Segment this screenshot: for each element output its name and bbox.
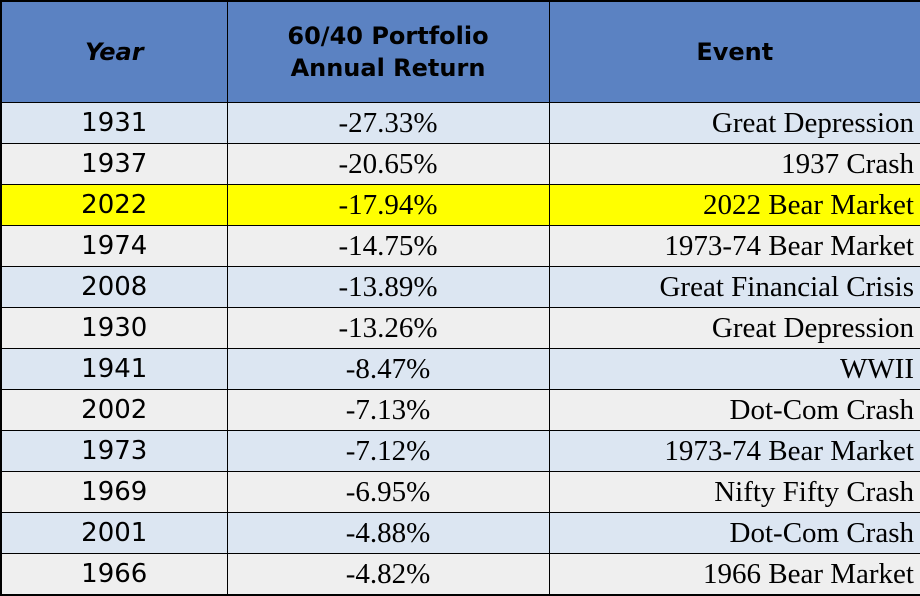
year-cell: 1966 bbox=[0, 553, 228, 596]
return-cell: -13.89% bbox=[226, 266, 550, 308]
year-cell: 2008 bbox=[0, 266, 228, 308]
event-cell: 1973-74 Bear Market bbox=[548, 225, 920, 267]
return-cell: -7.13% bbox=[226, 389, 550, 431]
year-cell: 2001 bbox=[0, 512, 228, 554]
header-row: Year 60/40 Portfolio Annual Return Event bbox=[0, 0, 920, 103]
event-cell: 1966 Bear Market bbox=[548, 553, 920, 596]
return-cell: -27.33% bbox=[226, 102, 550, 144]
event-cell: Nifty Fifty Crash bbox=[548, 471, 920, 513]
return-cell: -13.26% bbox=[226, 307, 550, 349]
year-cell: 1969 bbox=[0, 471, 228, 513]
event-cell: 1973-74 Bear Market bbox=[548, 430, 920, 472]
return-cell: -14.75% bbox=[226, 225, 550, 267]
table-body: 1931 -27.33% Great Depression 1937 -20.65% 1… bbox=[0, 102, 920, 596]
year-cell: 2002 bbox=[0, 389, 228, 431]
event-cell: Great Depression bbox=[548, 102, 920, 144]
table-row: 1930 -13.26% Great Depression bbox=[0, 307, 920, 349]
return-cell: -6.95% bbox=[226, 471, 550, 513]
table-row: 1941 -8.47% WWII bbox=[0, 348, 920, 390]
table-row: 2008 -13.89% Great Financial Crisis bbox=[0, 266, 920, 308]
table-row: 1937 -20.65% 1937 Crash bbox=[0, 143, 920, 185]
header-return-line2: Annual Return bbox=[290, 54, 486, 82]
header-return-line1: 60/40 Portfolio bbox=[287, 22, 489, 50]
table-row: 1966 -4.82% 1966 Bear Market bbox=[0, 553, 920, 596]
year-cell: 1930 bbox=[0, 307, 228, 349]
year-cell: 1937 bbox=[0, 143, 228, 185]
year-cell: 2022 bbox=[0, 184, 228, 226]
table-row: 2001 -4.88% Dot-Com Crash bbox=[0, 512, 920, 554]
table-row: 2002 -7.13% Dot-Com Crash bbox=[0, 389, 920, 431]
event-cell: Great Financial Crisis bbox=[548, 266, 920, 308]
table-row: 1974 -14.75% 1973-74 Bear Market bbox=[0, 225, 920, 267]
header-year: Year bbox=[0, 0, 228, 103]
return-cell: -20.65% bbox=[226, 143, 550, 185]
table-row-highlighted: 2022 -17.94% 2022 Bear Market bbox=[0, 184, 920, 226]
event-cell: WWII bbox=[548, 348, 920, 390]
event-cell: Great Depression bbox=[548, 307, 920, 349]
return-cell: -17.94% bbox=[226, 184, 550, 226]
year-cell: 1931 bbox=[0, 102, 228, 144]
event-cell: Dot-Com Crash bbox=[548, 512, 920, 554]
return-cell: -4.88% bbox=[226, 512, 550, 554]
year-cell: 1941 bbox=[0, 348, 228, 390]
table-row: 1973 -7.12% 1973-74 Bear Market bbox=[0, 430, 920, 472]
table-row: 1969 -6.95% Nifty Fifty Crash bbox=[0, 471, 920, 513]
event-cell: Dot-Com Crash bbox=[548, 389, 920, 431]
return-cell: -4.82% bbox=[226, 553, 550, 596]
year-cell: 1973 bbox=[0, 430, 228, 472]
header-annual-return: 60/40 Portfolio Annual Return bbox=[226, 0, 550, 103]
table-row: 1931 -27.33% Great Depression bbox=[0, 102, 920, 144]
return-cell: -8.47% bbox=[226, 348, 550, 390]
event-cell: 1937 Crash bbox=[548, 143, 920, 185]
year-cell: 1974 bbox=[0, 225, 228, 267]
return-cell: -7.12% bbox=[226, 430, 550, 472]
event-cell: 2022 Bear Market bbox=[548, 184, 920, 226]
header-event: Event bbox=[548, 0, 920, 103]
